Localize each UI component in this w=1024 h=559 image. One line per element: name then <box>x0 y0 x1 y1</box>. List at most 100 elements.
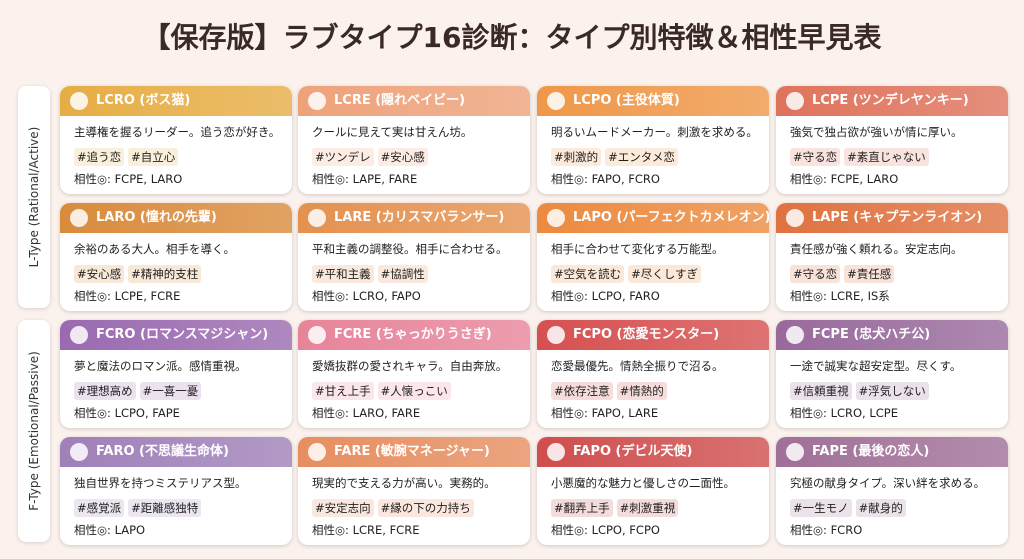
card-header: FARO (不思議生命体) <box>60 437 292 467</box>
compatibility: 相性◎: LAPO <box>74 523 146 537</box>
card: FCPE (忠犬ハチ公) 一途で誠実な超安定型。尽くす。 #信頼重視 #浮気しない相性… <box>776 320 1008 428</box>
card-title: LCRO (ボス猫) <box>96 93 191 108</box>
card: LCRE (隠れベイビー) クールに見えて実は甘えん坊。 #ツンデレ #安心感 相性◎:… <box>298 86 530 194</box>
tags: #理想高め #一喜一憂 <box>74 380 292 400</box>
card-header: FARE (敏腕マネージャー) <box>298 437 530 467</box>
tag: #理想高め <box>74 382 136 400</box>
tag: #守る恋 <box>790 265 841 283</box>
card-header: LARO (憧れの先輩) <box>60 203 292 233</box>
tag: #素直じゃない <box>844 148 929 166</box>
card: FARO (不思議生命体) 独自世界を持つミステリアス型。 #感覚派 #距離感独特 相性… <box>60 437 292 545</box>
compatibility: 相性◎: FCPE, LARO <box>790 172 899 186</box>
group-label: L-Type (Rational/Active) <box>27 126 41 268</box>
tags: #追う恋 #自立心 <box>74 146 292 166</box>
compatibility: 相性◎: LCRE, IS系 <box>790 289 890 303</box>
group-label: F-Type (Emotional/Passive) <box>27 351 41 511</box>
compatibility: 相性◎: LCRO, LCPE <box>790 406 898 420</box>
tag: #依存注意 <box>551 382 613 400</box>
card-title: FARO (不思議生命体) <box>96 444 229 459</box>
title: 【保存版】ラブタイプ16診断：タイプ別特徴＆相性早見表 <box>142 21 882 54</box>
tag: #刺激的 <box>551 148 602 166</box>
tag: #浮気しない <box>855 382 929 400</box>
tags: #信頼重視 #浮気しない <box>790 380 1008 400</box>
compatibility: 相性◎: LARO, FARE <box>312 406 421 420</box>
tags: #依存注意 #情熱的 <box>551 380 769 400</box>
card-title: FCRO (ロマンスマジシャン) <box>96 327 269 342</box>
description: 相手に合わせて変化する万能型。 <box>551 242 724 256</box>
card: LAPE (キャプテンライオン) 責任感が強く頼れる。安定志向。 #守る恋 #責任感相… <box>776 203 1008 311</box>
tag: #追う恋 <box>74 148 125 166</box>
icon <box>70 326 88 344</box>
card-title: FAPO (デビル天使) <box>573 444 693 459</box>
card-title: FCRE (ちゃっかりうさぎ) <box>334 327 492 342</box>
icon <box>70 209 88 227</box>
tag: #縁の下の力持ち <box>377 499 474 517</box>
description: 強気で独占欲が強いが情に厚い。 <box>790 125 963 139</box>
card-title: FCPE (忠犬ハチ公) <box>812 327 931 342</box>
card-title: LARO (憧れの先輩) <box>96 210 217 225</box>
card-title: FCPO (恋愛モンスター) <box>573 327 720 342</box>
card-header: LCRE (隠れベイビー) <box>298 86 530 116</box>
icon <box>786 209 804 227</box>
tag: #甘え上手 <box>312 382 374 400</box>
tag: #献身的 <box>855 499 906 517</box>
tag: #責任感 <box>844 265 895 283</box>
compatibility: 相性◎: LCPO, FAPE <box>74 406 180 420</box>
group-label-box: F-Type (Emotional/Passive) <box>18 320 50 542</box>
tags: #甘え上手 #人懐っこい <box>312 380 530 400</box>
card-title: FARE (敏腕マネージャー) <box>334 444 490 459</box>
compatibility: 相性◎: LCRE, FCRE <box>312 523 420 537</box>
compatibility: 相性◎: LAPE, FARE <box>312 172 418 186</box>
tag: #平和主義 <box>312 265 374 283</box>
description: クールに見えて実は甘えん坊。 <box>312 125 473 139</box>
card-header: FCPO (恋愛モンスター) <box>537 320 769 350</box>
card-header: FAPO (デビル天使) <box>537 437 769 467</box>
icon <box>70 443 88 461</box>
tag: #信頼重視 <box>790 382 852 400</box>
description: 一途で誠実な超安定型。尽くす。 <box>790 359 962 373</box>
icon <box>547 92 565 110</box>
compatibility: 相性◎: LCRO, FAPO <box>312 289 421 303</box>
icon <box>786 326 804 344</box>
card: LCPO (主役体質) 明るいムードメーカー。刺激を求める。 #刺激的 #エンタメ恋相… <box>537 86 769 194</box>
description: 余裕のある大人。相手を導く。 <box>74 242 235 256</box>
tag: #安心感 <box>74 265 125 283</box>
tags: #一生モノ #献身的 <box>790 497 1008 517</box>
card: FARE (敏腕マネージャー) 現実的で支える力が高い。実務的。 #安定志向 #縁の下… <box>298 437 530 545</box>
tag: #自立心 <box>128 148 179 166</box>
icon <box>308 209 326 227</box>
tags: #安心感 #精神的支柱 <box>74 263 292 283</box>
description: 小悪魔的な魅力と優しさの二面性。 <box>551 476 735 490</box>
icon <box>308 443 326 461</box>
compatibility: 相性◎: FCRO <box>790 523 863 537</box>
tags: #翻弄上手 #刺激重視 <box>551 497 769 517</box>
icon <box>786 443 804 461</box>
tags: #空気を読む #尽くしすぎ <box>551 263 769 283</box>
card: LARE (カリスマバランサー) 平和主義の調整役。相手に合わせる。 #平和主義 #協… <box>298 203 530 311</box>
tags: #感覚派 #距離感独特 <box>74 497 292 517</box>
card-header: LCRO (ボス猫) <box>60 86 292 116</box>
icon <box>786 92 804 110</box>
tag: #ツンデレ <box>312 148 374 166</box>
compatibility: 相性◎: FAPO, LARE <box>551 406 659 420</box>
tag: #安定志向 <box>312 499 374 517</box>
description: 夢と魔法のロマン派。感情重視。 <box>74 359 247 373</box>
icon <box>70 92 88 110</box>
description: 責任感が強く頼れる。安定志向。 <box>790 242 963 256</box>
card-header: LAPE (キャプテンライオン) <box>776 203 1008 233</box>
description: 平和主義の調整役。相手に合わせる。 <box>312 242 508 256</box>
compatibility: 相性◎: FAPO, FCRO <box>551 172 660 186</box>
tags: #守る恋 #素直じゃない <box>790 146 1008 166</box>
card-header: LCPO (主役体質) <box>537 86 769 116</box>
card-title: LAPE (キャプテンライオン) <box>812 210 983 225</box>
tags: #守る恋 #責任感 <box>790 263 1008 283</box>
card: FCRO (ロマンスマジシャン) 夢と魔法のロマン派。感情重視。 #理想高め #一喜一… <box>60 320 292 428</box>
tag: #翻弄上手 <box>551 499 613 517</box>
description: 恋愛最優先。情熱全振りで沼る。 <box>551 359 724 373</box>
card-header: LARE (カリスマバランサー) <box>298 203 530 233</box>
tag: #エンタメ恋 <box>605 148 678 166</box>
card-header: LAPO (パーフェクトカメレオン) <box>537 203 769 233</box>
card: FAPO (デビル天使) 小悪魔的な魅力と優しさの二面性。 #翻弄上手 #刺激重視 相性… <box>537 437 769 545</box>
card-title: FAPE (最後の恋人) <box>812 444 930 459</box>
